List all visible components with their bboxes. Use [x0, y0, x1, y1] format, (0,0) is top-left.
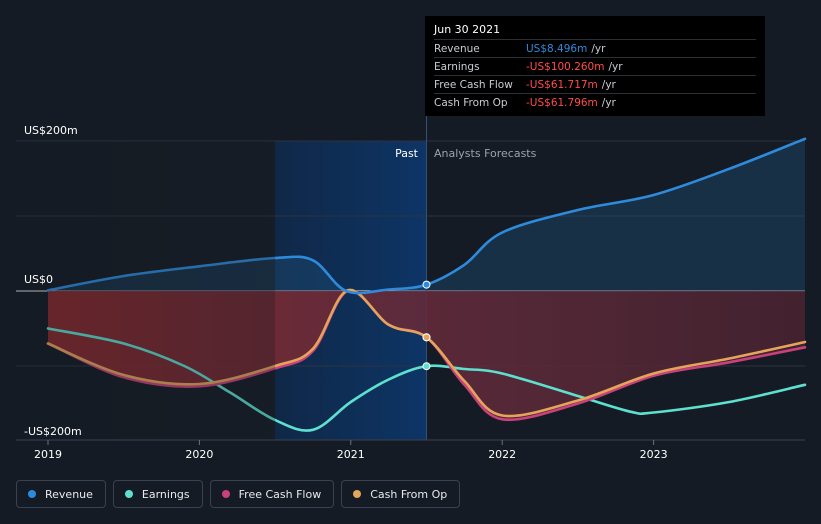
tooltip-row-free-cash-flow: Free Cash Flow -US$61.717m /yr	[434, 75, 756, 93]
tooltip-label: Cash From Op	[434, 96, 508, 109]
forecast-label: Analysts Forecasts	[434, 147, 537, 160]
tooltip-unit: /yr	[608, 60, 623, 73]
data-tooltip: Jun 30 2021 Revenue US$8.496m /yr Earnin…	[425, 16, 765, 116]
revenue-dot-icon	[28, 490, 36, 498]
earnings-line	[46, 327, 807, 432]
legend-free-cash-flow-button[interactable]: Free Cash Flow	[209, 480, 335, 508]
x-tick-label: 2019	[34, 448, 62, 461]
legend-label: Free Cash Flow	[238, 487, 322, 501]
legend-label: Cash From Op	[370, 487, 448, 501]
legend-label: Earnings	[141, 487, 190, 501]
x-tick-label: 2022	[488, 448, 516, 461]
tooltip-value: -US$61.796m	[526, 96, 598, 109]
past-dim-overlay	[16, 141, 276, 440]
tooltip-unit: /yr	[591, 42, 606, 55]
revenue-area	[48, 138, 805, 294]
legend-earnings-button[interactable]: Earnings	[112, 480, 203, 508]
tooltip-value: -US$100.260m	[526, 60, 605, 73]
tooltip-row-revenue: Revenue US$8.496m /yr	[434, 39, 756, 57]
tooltip-unit: /yr	[601, 78, 616, 91]
tooltip-row-earnings: Earnings -US$100.260m /yr	[434, 57, 756, 75]
legend-cash-from-op-button[interactable]: Cash From Op	[341, 480, 461, 508]
tooltip-label: Free Cash Flow	[434, 78, 513, 91]
past-label: Past	[395, 147, 419, 160]
x-tick-label: 2021	[337, 448, 365, 461]
tooltip-label: Revenue	[434, 42, 480, 55]
earnings-marker	[422, 362, 431, 371]
legend-label: Revenue	[45, 487, 93, 501]
tooltip-value: US$8.496m	[526, 42, 588, 55]
y-tick-label: US$200m	[24, 124, 78, 137]
legend-revenue-button[interactable]: Revenue	[16, 480, 106, 508]
chart-legend: Revenue Earnings Free Cash Flow Cash Fro…	[16, 480, 461, 508]
revenue-line	[46, 137, 807, 295]
tooltip-unit: /yr	[601, 96, 616, 109]
tooltip-date: Jun 30 2021	[434, 23, 501, 36]
earnings-dot-icon	[124, 490, 133, 498]
tooltip-label: Earnings	[434, 60, 480, 73]
cash-from-op-dot-icon	[353, 490, 362, 498]
free-cash-flow-dot-icon	[221, 490, 230, 498]
tooltip-row-cash-from-op: Cash From Op -US$61.796m /yr	[434, 93, 756, 111]
cash-from-op-line	[46, 288, 807, 418]
revenue-marker	[422, 280, 431, 289]
y-tick-label: -US$200m	[24, 425, 82, 438]
x-tick-label: 2023	[640, 448, 668, 461]
x-tick-label: 2020	[185, 448, 213, 461]
tooltip-value: -US$61.717m	[526, 78, 598, 91]
y-tick-label: US$0	[24, 273, 53, 286]
cash-from-op-marker	[422, 333, 431, 342]
